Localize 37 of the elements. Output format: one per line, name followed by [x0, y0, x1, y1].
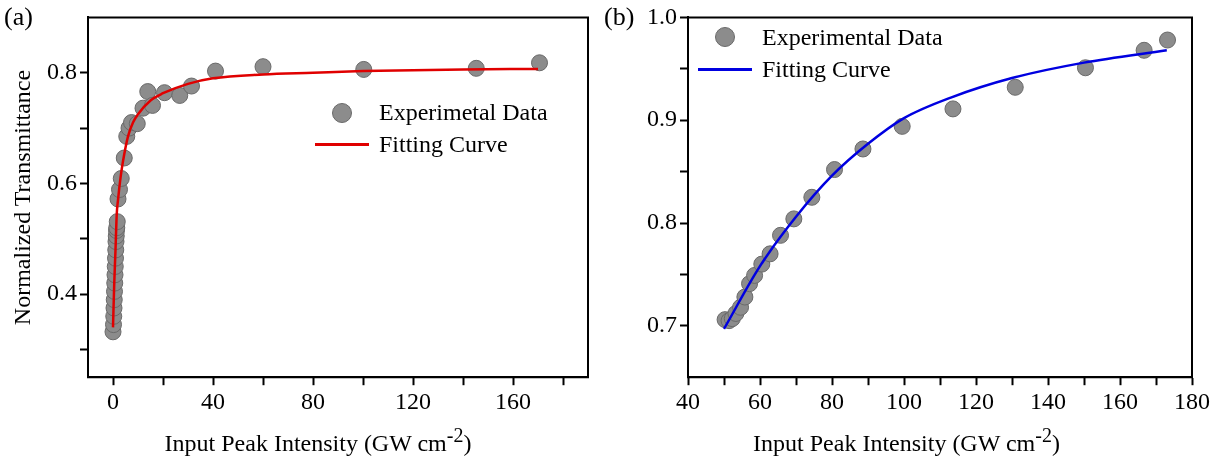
x-tick-label: 40 [676, 387, 700, 414]
chart-title: (b) [604, 2, 635, 32]
x-tick-label: 80 [301, 387, 325, 414]
x-tick-label: 0 [107, 387, 119, 414]
x-tick-label: 60 [748, 387, 772, 414]
legend-label: Fitting Curve [762, 55, 891, 83]
legend-label: Experimetal Data [379, 99, 548, 127]
y-tick-label: 0.9 [647, 105, 677, 132]
y-tick-label: 0.6 [47, 168, 77, 195]
point [254, 58, 272, 76]
y-tick-label: 0.7 [647, 311, 677, 338]
x-tick-label: 160 [1102, 387, 1138, 414]
x-tick-label: 120 [958, 387, 994, 414]
point [207, 62, 224, 80]
x-tick-label: 180 [1174, 387, 1210, 414]
point [171, 86, 189, 104]
x-tick-label: 160 [495, 387, 531, 414]
legend-label: Experimental Data [762, 23, 943, 51]
x-tick-label: 120 [395, 387, 431, 414]
point [139, 83, 157, 101]
x-tick-label: 140 [1030, 387, 1066, 414]
x-tick-label: 100 [886, 387, 922, 414]
point [1006, 78, 1024, 96]
chart-title: (a) [4, 2, 33, 32]
point [531, 54, 548, 72]
y-tick-label: 0.8 [47, 58, 77, 85]
point [1159, 31, 1177, 49]
x-axis-title: Input Peak Intensity (GW cm$^{-2}$) [163, 424, 473, 457]
x-axis-title: Input Peak Intensity (GW cm$^{-2}$) [752, 424, 1061, 457]
y-tick-label: 0.8 [647, 208, 677, 235]
y-axis-title: Normalized Transmittance [8, 69, 36, 325]
y-tick-label: 1.0 [647, 2, 677, 29]
x-tick-label: 40 [201, 387, 225, 414]
point [944, 100, 962, 118]
legend-label: Fitting Curve [379, 131, 508, 159]
y-tick-label: 0.4 [47, 279, 77, 306]
x-tick-label: 80 [820, 387, 844, 414]
